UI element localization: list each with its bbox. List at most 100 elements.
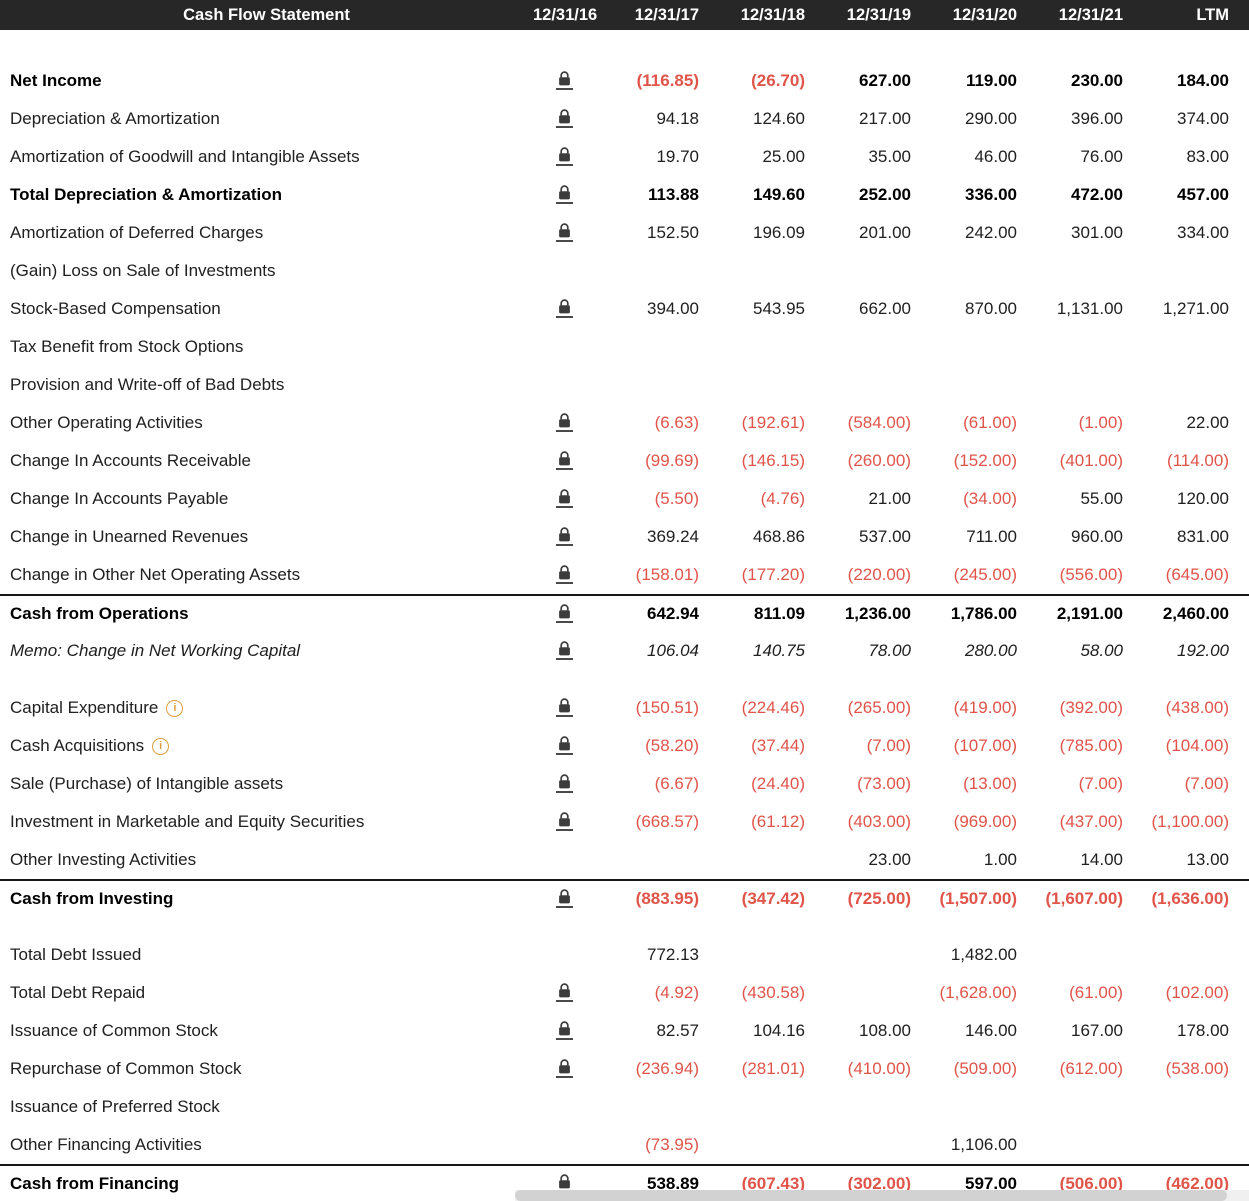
value-cell: (107.00) — [953, 736, 1017, 755]
table-row: Depreciation & Amortization 94.18 124.60… — [0, 100, 1249, 138]
lock-cell — [533, 698, 595, 718]
value-cell: (969.00) — [953, 812, 1017, 831]
value-cell: (506.00) — [1059, 1174, 1123, 1193]
lock-cell — [533, 1059, 595, 1079]
lock-icon[interactable] — [555, 489, 573, 508]
lock-icon[interactable] — [555, 413, 573, 432]
lock-icon[interactable] — [555, 812, 573, 831]
value-cell: (220.00) — [847, 565, 911, 584]
lock-icon[interactable] — [555, 451, 573, 470]
lock-cell — [533, 983, 595, 1003]
lock-icon[interactable] — [555, 109, 573, 128]
value-cell: 960.00 — [1071, 527, 1123, 546]
table-row: Sale (Purchase) of Intangible assets (6.… — [0, 765, 1249, 803]
value-cell: (102.00) — [1165, 983, 1229, 1002]
row-label: Memo: Change in Net Working Capital — [10, 641, 301, 660]
lock-icon[interactable] — [555, 185, 573, 204]
lock-icon[interactable] — [555, 698, 573, 717]
value-cell: (37.44) — [751, 736, 805, 755]
row-label: Issuance of Common Stock — [10, 1021, 218, 1040]
horizontal-scrollbar[interactable] — [515, 1190, 1249, 1201]
value-cell: 334.00 — [1177, 223, 1229, 242]
value-cell: 184.00 — [1177, 71, 1229, 90]
value-cell: 336.00 — [965, 185, 1017, 204]
row-label-cell: (Gain) Loss on Sale of Investments — [0, 261, 533, 281]
lock-icon[interactable] — [555, 736, 573, 755]
row-label: Repurchase of Common Stock — [10, 1059, 242, 1078]
lock-icon[interactable] — [555, 1021, 573, 1040]
value-cell: (4.92) — [654, 983, 699, 1002]
value-cell: 2,460.00 — [1162, 604, 1229, 623]
lock-cell — [533, 1135, 595, 1155]
lock-icon[interactable] — [555, 604, 573, 623]
value-cell: 772.13 — [647, 945, 699, 964]
value-cell: (192.61) — [741, 413, 805, 432]
value-cell: 1,236.00 — [844, 604, 911, 623]
scrollbar-thumb[interactable] — [515, 1190, 1227, 1201]
value-cell: 78.00 — [868, 641, 911, 660]
table-row: Total Depreciation & Amortization 113.88… — [0, 176, 1249, 214]
value-cell: 369.24 — [647, 527, 699, 546]
value-cell: (24.40) — [751, 774, 805, 793]
lock-icon[interactable] — [555, 71, 573, 90]
value-cell: (668.57) — [635, 812, 699, 831]
table-row: Amortization of Goodwill and Intangible … — [0, 138, 1249, 176]
lock-icon[interactable] — [555, 641, 573, 660]
lock-cell — [533, 223, 595, 243]
lock-icon[interactable] — [555, 299, 573, 318]
value-cell: 140.75 — [753, 641, 805, 660]
value-cell: 711.00 — [966, 527, 1017, 546]
table-row: Tax Benefit from Stock Options — [0, 328, 1249, 366]
row-label-cell: Cash from Operations — [0, 604, 533, 624]
lock-icon[interactable] — [555, 1059, 573, 1078]
lock-icon[interactable] — [555, 565, 573, 584]
lock-icon[interactable] — [555, 223, 573, 242]
row-label: Net Income — [10, 71, 102, 90]
info-icon[interactable] — [152, 737, 170, 755]
lock-cell — [533, 451, 595, 471]
lock-cell — [533, 736, 595, 756]
lock-cell — [533, 489, 595, 509]
value-cell: (438.00) — [1165, 698, 1229, 717]
value-cell: (58.20) — [645, 736, 699, 755]
lock-icon[interactable] — [555, 147, 573, 166]
row-label-cell: Sale (Purchase) of Intangible assets — [0, 774, 533, 794]
lock-cell — [533, 604, 595, 624]
row-label-cell: Cash Acquisitions — [0, 736, 533, 756]
row-label-cell: Amortization of Deferred Charges — [0, 223, 533, 243]
column-header-12-31-16: 12/31/16 — [533, 5, 598, 24]
table-row: Cash from Financing 538.89 (607.43) (302… — [0, 1164, 1249, 1201]
value-cell: (1.00) — [1078, 413, 1123, 432]
value-cell: (4.76) — [760, 489, 805, 508]
row-label-cell: Other Investing Activities — [0, 850, 533, 870]
value-cell: 167.00 — [1071, 1021, 1123, 1040]
row-label: Issuance of Preferred Stock — [10, 1097, 220, 1116]
lock-icon[interactable] — [555, 527, 573, 546]
value-cell: 1.00 — [983, 850, 1017, 869]
value-cell: 870.00 — [965, 299, 1017, 318]
row-label-cell: Cash from Investing — [0, 889, 533, 909]
value-cell: 301.00 — [1071, 223, 1123, 242]
row-label: Cash from Financing — [10, 1174, 180, 1193]
row-label: Depreciation & Amortization — [10, 109, 220, 128]
column-header-12-31-20: 12/31/20 — [952, 5, 1017, 24]
row-label-cell: Memo: Change in Net Working Capital — [0, 641, 533, 661]
row-label: Change in Unearned Revenues — [10, 527, 249, 546]
row-label-cell: Stock-Based Compensation — [0, 299, 533, 319]
info-icon[interactable] — [166, 699, 184, 717]
value-cell: (61.00) — [963, 413, 1017, 432]
value-cell: (1,100.00) — [1151, 812, 1230, 831]
lock-icon[interactable] — [555, 889, 573, 908]
row-label: Change In Accounts Payable — [10, 489, 229, 508]
value-cell: 543.95 — [753, 299, 805, 318]
lock-icon[interactable] — [555, 774, 573, 793]
value-cell: (6.67) — [654, 774, 699, 793]
lock-cell — [533, 889, 595, 909]
value-cell: (224.46) — [741, 698, 805, 717]
value-cell: 21.00 — [868, 489, 911, 508]
table-row: Change in Unearned Revenues 369.24 468.8… — [0, 518, 1249, 556]
row-label-cell: Change In Accounts Receivable — [0, 451, 533, 471]
table-row: Stock-Based Compensation 394.00 543.95 6… — [0, 290, 1249, 328]
value-cell: (265.00) — [847, 698, 911, 717]
lock-icon[interactable] — [555, 983, 573, 1002]
